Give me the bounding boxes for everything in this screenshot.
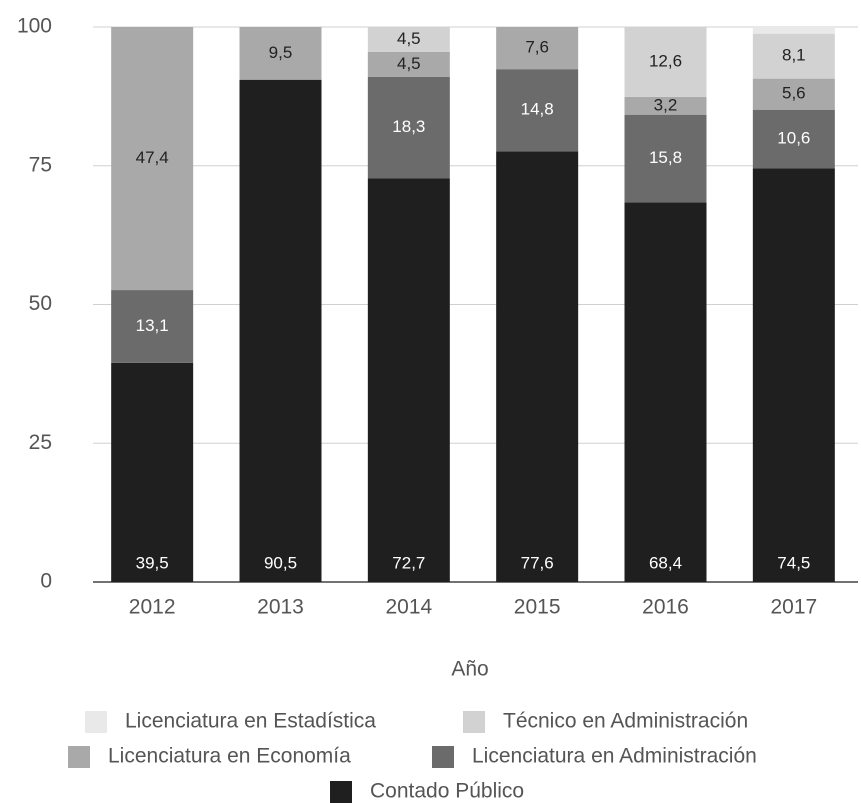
value-label: 14,8 <box>521 100 554 119</box>
y-tick-label: 75 <box>29 153 52 176</box>
legend-label: Licenciatura en Estadística <box>125 710 376 733</box>
value-label: 3,2 <box>654 95 678 114</box>
bar-segment <box>367 76 450 179</box>
bar-segment <box>111 290 194 363</box>
value-label: 12,6 <box>649 51 682 70</box>
value-label: 7,6 <box>525 38 549 57</box>
bar-segment <box>496 151 579 582</box>
x-tick-label: 2014 <box>385 596 432 619</box>
bar-segment <box>624 202 707 582</box>
value-label: 74,5 <box>777 553 810 572</box>
x-tick-label: 2013 <box>257 596 304 619</box>
x-tick-label: 2015 <box>514 596 561 619</box>
legend-swatch <box>463 711 485 733</box>
legend-swatch <box>68 746 90 768</box>
bar-segment <box>111 362 194 582</box>
y-tick-label: 100 <box>17 15 52 38</box>
value-label: 18,3 <box>392 117 425 136</box>
bar-segment <box>496 27 579 70</box>
y-tick-label: 0 <box>40 570 52 593</box>
value-label: 72,7 <box>392 553 425 572</box>
value-label: 9,5 <box>269 43 293 62</box>
bar-segment <box>624 114 707 203</box>
legend-swatch <box>432 746 454 768</box>
value-label: 47,4 <box>136 148 169 167</box>
bar-segment <box>752 168 835 582</box>
bar-segment <box>239 79 322 582</box>
bar-segment <box>367 51 450 77</box>
x-axis-label: Año <box>451 658 488 681</box>
legend-label: Licenciatura en Administración <box>472 745 757 768</box>
value-label: 77,6 <box>521 553 554 572</box>
x-tick-label: 2016 <box>642 596 689 619</box>
value-label: 39,5 <box>136 553 169 572</box>
value-label: 5,6 <box>782 84 806 103</box>
legend-label: Contado Público <box>370 780 524 803</box>
legend-swatch <box>330 781 352 803</box>
bar-segment <box>624 27 707 97</box>
bar-segment <box>752 109 835 169</box>
value-label: 4,5 <box>397 54 421 73</box>
bar-segment <box>367 27 450 52</box>
value-label: 13,1 <box>136 316 169 335</box>
value-label: 4,5 <box>397 29 421 48</box>
value-label: 90,5 <box>264 553 297 572</box>
bar-segment <box>239 27 322 80</box>
x-tick-label: 2017 <box>770 596 817 619</box>
bar-segment <box>111 27 194 291</box>
value-label: 8,1 <box>782 46 806 65</box>
legend-label: Técnico en Administración <box>503 710 748 733</box>
bar-segment <box>624 96 707 115</box>
value-label: 68,4 <box>649 553 682 572</box>
bar-segment <box>752 78 835 110</box>
legend-swatch <box>85 711 107 733</box>
bar-segment <box>496 69 579 152</box>
y-tick-label: 25 <box>29 431 52 454</box>
y-tick-label: 50 <box>29 292 52 315</box>
bar-segment <box>752 33 835 79</box>
value-label: 15,8 <box>649 148 682 167</box>
bar-segment <box>367 178 450 582</box>
bar-segment <box>752 27 835 34</box>
legend-label: Licenciatura en Economía <box>108 745 351 768</box>
x-tick-label: 2012 <box>129 596 176 619</box>
value-label: 10,6 <box>777 129 810 148</box>
